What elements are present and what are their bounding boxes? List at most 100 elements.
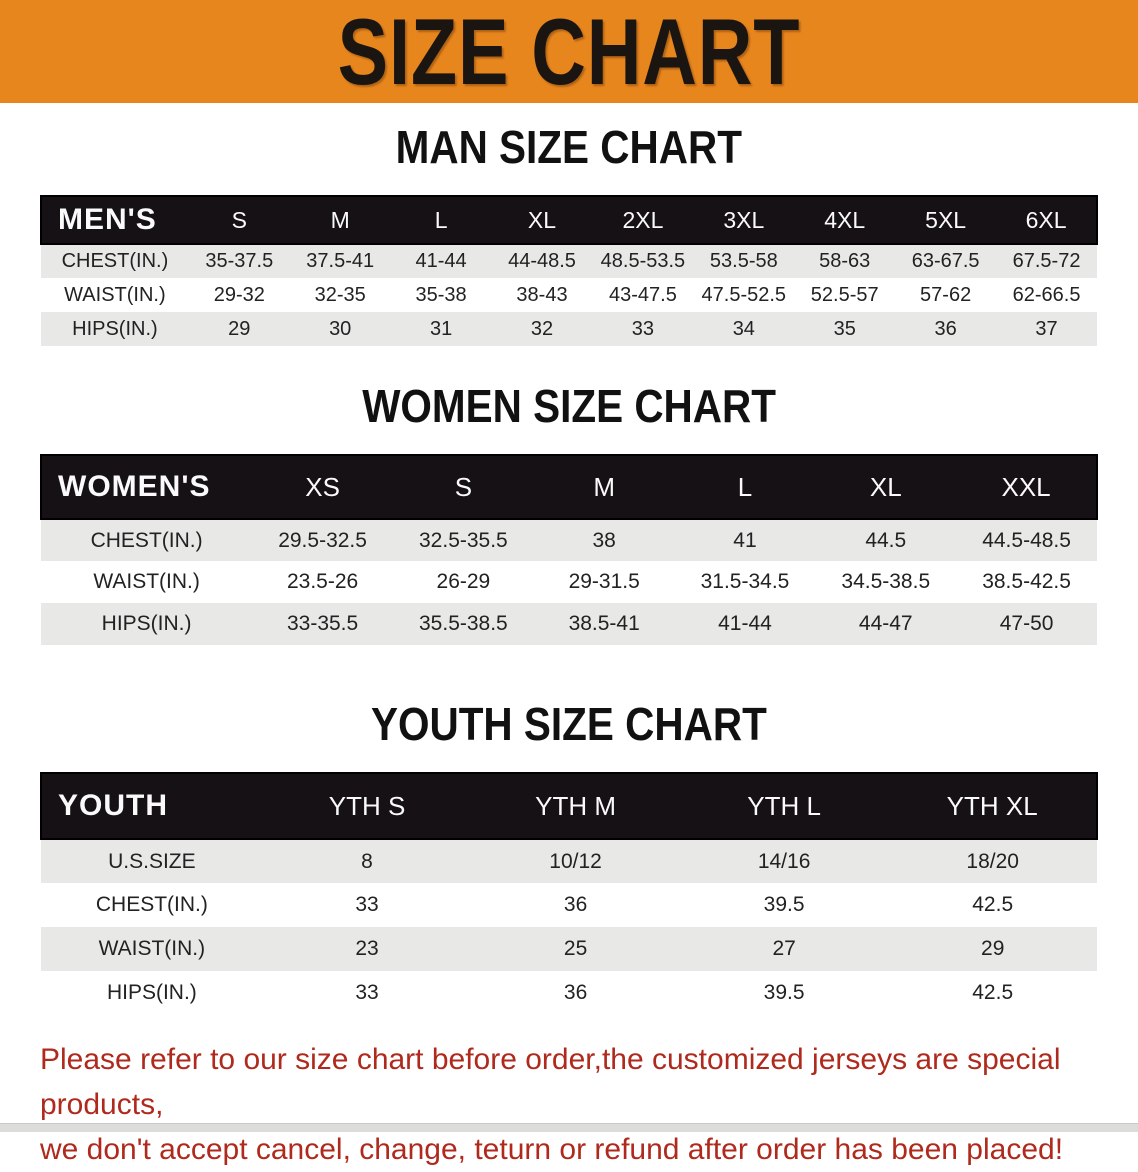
measurement-cell: 63-67.5 — [895, 244, 997, 278]
measurement-cell: 35-38 — [390, 278, 492, 312]
measurement-row: WAIST(IN.) 23.5-26 26-29 29-31.5 31.5-34.5 34… — [41, 561, 1097, 603]
measurement-cell: 37 — [996, 312, 1097, 346]
measurement-row: CHEST(IN.) 33 36 39.5 42.5 — [41, 883, 1097, 927]
measurement-cell: 32.5-35.5 — [392, 519, 534, 561]
measurement-cell: 29.5-32.5 — [252, 519, 393, 561]
measurement-row-label: WAIST(IN.) — [41, 561, 253, 603]
size-column-header: YTH M — [471, 772, 680, 840]
measurement-cell: 38.5-42.5 — [956, 561, 1097, 603]
measurement-cell: 25 — [471, 927, 680, 971]
measurement-cell: 38.5-41 — [533, 603, 675, 645]
measurement-row: HIPS(IN.) 33 36 39.5 42.5 — [41, 971, 1097, 1015]
size-column-header: XL — [815, 454, 957, 520]
measurement-cell: 48.5-53.5 — [592, 244, 694, 278]
measurement-cell: 33 — [592, 312, 694, 346]
measurement-row: HIPS(IN.) 29 30 31 32 33 34 35 36 37 — [41, 312, 1097, 346]
measurement-row-label: HIPS(IN.) — [41, 312, 189, 346]
measurement-cell: 35-37.5 — [188, 244, 290, 278]
measurement-cell: 34 — [693, 312, 795, 346]
measurement-cell: 27 — [679, 927, 889, 971]
measurement-cell: 36 — [895, 312, 997, 346]
disclaimer-line: we don't accept cancel, change, teturn o… — [40, 1133, 1064, 1166]
size-column-header: 5XL — [895, 195, 997, 245]
measurement-cell: 44.5-48.5 — [956, 519, 1097, 561]
measurement-cell: 23.5-26 — [252, 561, 393, 603]
size-column-header: M — [289, 195, 391, 245]
measurement-cell: 29-32 — [188, 278, 290, 312]
measurement-cell: 23 — [262, 927, 472, 971]
measurement-cell: 52.5-57 — [794, 278, 896, 312]
measurement-cell: 32 — [491, 312, 593, 346]
measurement-cell: 44-47 — [815, 603, 957, 645]
measurement-cell: 39.5 — [679, 971, 889, 1015]
size-header-row: WOMEN'S XS S M L XL XXL — [39, 454, 1098, 520]
section-heading-text: YOUTH SIZE CHART — [371, 698, 767, 750]
measurement-cell: 8 — [262, 839, 472, 883]
measurement-row-label: U.S.SIZE — [41, 839, 263, 883]
measurement-cell: 41 — [674, 519, 816, 561]
section-heading-text: MAN SIZE CHART — [395, 121, 743, 173]
measurement-cell: 35.5-38.5 — [392, 603, 534, 645]
size-column-header: XS — [252, 454, 393, 520]
measurement-row: WAIST(IN.) 23 25 27 29 — [41, 927, 1097, 971]
size-column-header: 4XL — [794, 195, 896, 245]
measurement-cell: 62-66.5 — [996, 278, 1097, 312]
measurement-row: U.S.SIZE 8 10/12 14/16 18/20 — [41, 839, 1097, 883]
measurement-cell: 10/12 — [471, 839, 680, 883]
youth-size-table: YOUTH YTH S YTH M YTH L YTH XL U.S.SIZE 8 10/12… — [40, 772, 1098, 1015]
measurement-cell: 33 — [262, 883, 472, 927]
measurement-cell: 32-35 — [289, 278, 391, 312]
size-column-header: XXL — [956, 454, 1098, 520]
measurement-cell: 33-35.5 — [252, 603, 393, 645]
size-column-header: 3XL — [693, 195, 795, 245]
measurement-cell: 57-62 — [895, 278, 997, 312]
banner-title: SIZE CHART — [337, 0, 801, 103]
size-column-header: YTH XL — [888, 772, 1098, 840]
section-heading-text: WOMEN SIZE CHART — [362, 380, 776, 432]
measurement-cell: 44-48.5 — [491, 244, 593, 278]
measurement-row: CHEST(IN.) 29.5-32.5 32.5-35.5 38 41 44.5 44.5… — [41, 519, 1097, 561]
size-column-header: 6XL — [996, 195, 1098, 245]
table-category-label: YOUTH — [40, 772, 263, 840]
size-column-header: XL — [491, 195, 593, 245]
measurement-cell: 30 — [289, 312, 391, 346]
measurement-cell: 33 — [262, 971, 472, 1015]
measurement-row: HIPS(IN.) 33-35.5 35.5-38.5 38.5-41 41-44 44-… — [41, 603, 1097, 645]
measurement-cell: 43-47.5 — [592, 278, 694, 312]
size-table: MEN'S S M L XL 2XL 3XL 4XL 5XL 6XL CHEST(IN.) 35-37… — [40, 195, 1098, 346]
size-column-header: L — [674, 454, 816, 520]
measurement-cell: 29 — [888, 927, 1097, 971]
size-header-row: MEN'S S M L XL 2XL 3XL 4XL 5XL 6XL — [40, 195, 1098, 245]
size-column-header: 2XL — [592, 195, 694, 245]
measurement-cell: 26-29 — [392, 561, 534, 603]
measurement-row: CHEST(IN.) 35-37.5 37.5-41 41-44 44-48.5 48.5… — [41, 244, 1097, 278]
measurement-cell: 29 — [188, 312, 290, 346]
size-column-header: YTH L — [679, 772, 889, 840]
mens-size-table: MEN'S S M L XL 2XL 3XL 4XL 5XL 6XL CHEST(IN.) 35-37… — [40, 195, 1098, 346]
man-section-heading: MAN SIZE CHART — [0, 123, 1138, 171]
size-column-header: M — [533, 454, 675, 520]
measurement-row-label: CHEST(IN.) — [41, 244, 189, 278]
size-chart-banner: SIZE CHART — [0, 0, 1138, 103]
measurement-cell: 36 — [471, 971, 680, 1015]
table-category-label: MEN'S — [40, 195, 189, 245]
measurement-cell: 38-43 — [491, 278, 593, 312]
measurement-cell: 58-63 — [794, 244, 896, 278]
disclaimer-text: Please refer to our size chart before or… — [40, 1037, 1118, 1172]
women-section-heading: WOMEN SIZE CHART — [0, 382, 1138, 430]
measurement-row-label: WAIST(IN.) — [41, 927, 263, 971]
measurement-row-label: HIPS(IN.) — [41, 603, 253, 645]
size-table: WOMEN'S XS S M L XL XXL CHEST(IN.) 29.5-32.5 32.5… — [39, 454, 1098, 645]
womens-size-table: WOMEN'S XS S M L XL XXL CHEST(IN.) 29.5-32.5 32.5… — [39, 454, 1098, 645]
size-header-row: YOUTH YTH S YTH M YTH L YTH XL — [40, 772, 1098, 840]
measurement-cell: 41-44 — [390, 244, 492, 278]
measurement-cell: 34.5-38.5 — [815, 561, 957, 603]
measurement-cell: 18/20 — [888, 839, 1097, 883]
measurement-row-label: CHEST(IN.) — [41, 519, 253, 561]
disclaimer-line: Please refer to our size chart before or… — [40, 1043, 1061, 1121]
measurement-cell: 41-44 — [674, 603, 816, 645]
measurement-cell: 53.5-58 — [693, 244, 795, 278]
measurement-cell: 31 — [390, 312, 492, 346]
measurement-cell: 39.5 — [679, 883, 889, 927]
measurement-cell: 29-31.5 — [533, 561, 675, 603]
